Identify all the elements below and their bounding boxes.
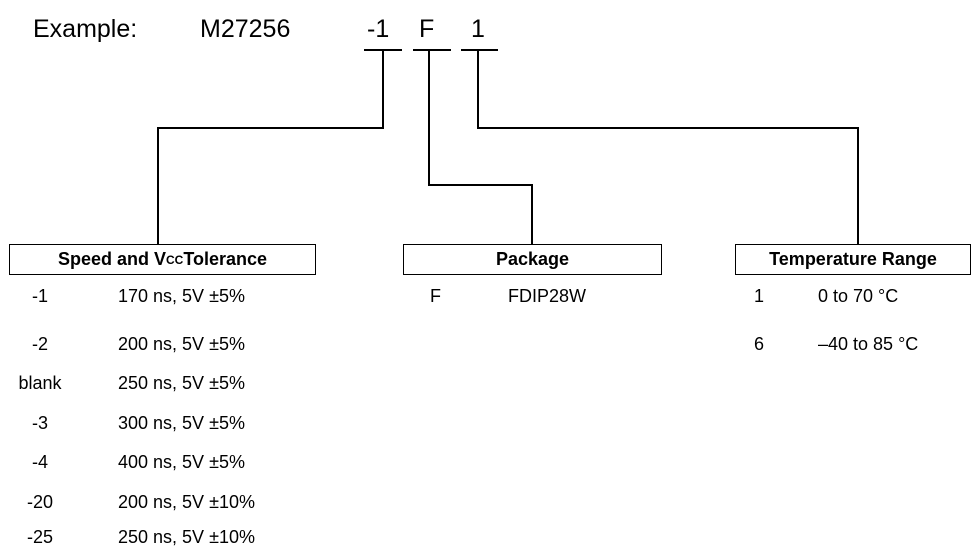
- speed-desc: 400 ns, 5V ±5%: [118, 452, 245, 472]
- speed-code: -20: [26, 492, 53, 512]
- speed-desc: 300 ns, 5V ±5%: [118, 413, 245, 433]
- package-header-text: Package: [495, 249, 570, 269]
- example-label: Example:: [33, 15, 138, 43]
- speed-tolerance-header: Speed and V CC Tolerance: [9, 244, 316, 275]
- speed-code: -2: [31, 334, 48, 354]
- package-desc: FDIP28W: [508, 286, 587, 306]
- temperature-range-header: Temperature Range: [735, 244, 971, 275]
- speed-code: -1: [31, 286, 48, 306]
- speed-desc: 200 ns, 5V ±5%: [118, 334, 245, 354]
- speed-code: blank: [18, 373, 62, 393]
- speed-code: -25: [26, 527, 53, 546]
- speed-header-text-tail: Tolerance: [183, 249, 268, 269]
- temperature-header-text: Temperature Range: [769, 249, 937, 269]
- temperature-desc: –40 to 85 °C: [818, 334, 919, 354]
- speed-code: -4: [31, 452, 48, 472]
- speed-desc: 170 ns, 5V ±5%: [118, 286, 245, 306]
- speed-header-text: Speed and V: [57, 249, 166, 269]
- package-header: Package: [403, 244, 662, 275]
- speed-desc: 250 ns, 5V ±5%: [118, 373, 245, 393]
- temperature-desc: 0 to 70 °C: [818, 286, 899, 306]
- package-code: F: [430, 286, 441, 306]
- example-code-temperature: 1: [471, 15, 485, 43]
- temperature-code: 6: [754, 334, 765, 354]
- example-part-number: M27256: [200, 15, 291, 43]
- example-code-package: F: [419, 15, 435, 43]
- speed-desc: 250 ns, 5V ±10%: [118, 527, 255, 546]
- temperature-code: 1: [754, 286, 765, 306]
- speed-header-subscript: CC: [165, 252, 184, 267]
- connector-package: [428, 50, 533, 244]
- connector-speed: [157, 50, 384, 244]
- example-code-speed: -1: [367, 15, 390, 43]
- speed-code: -3: [31, 413, 48, 433]
- connector-temperature: [477, 50, 859, 244]
- speed-desc: 200 ns, 5V ±10%: [118, 492, 255, 512]
